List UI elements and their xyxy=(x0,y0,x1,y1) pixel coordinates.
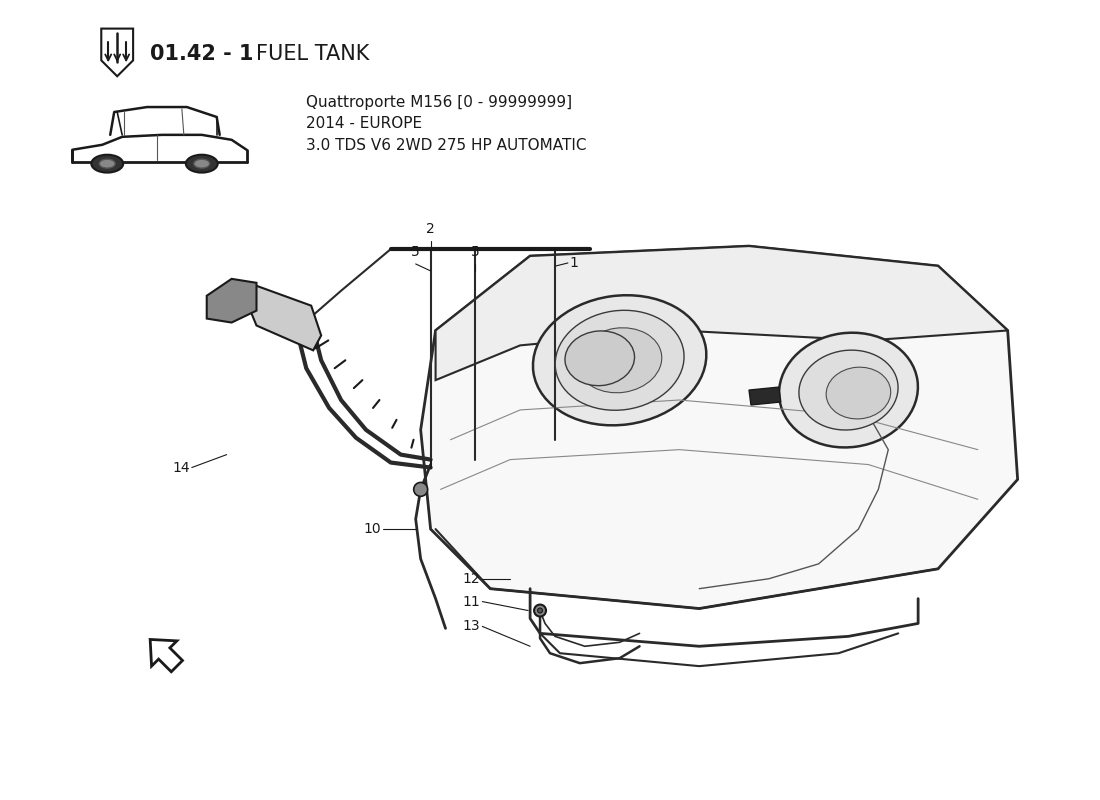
Ellipse shape xyxy=(565,331,635,386)
Ellipse shape xyxy=(535,605,546,617)
Text: 12: 12 xyxy=(463,572,481,586)
Text: 5: 5 xyxy=(471,245,480,259)
Polygon shape xyxy=(250,286,321,350)
Ellipse shape xyxy=(556,310,684,410)
Polygon shape xyxy=(101,29,133,76)
Text: 11: 11 xyxy=(463,594,481,609)
Ellipse shape xyxy=(91,154,123,173)
Text: 5: 5 xyxy=(411,245,420,259)
Text: 3.0 TDS V6 2WD 275 HP AUTOMATIC: 3.0 TDS V6 2WD 275 HP AUTOMATIC xyxy=(306,138,586,154)
Ellipse shape xyxy=(99,159,116,168)
Ellipse shape xyxy=(186,154,218,173)
Polygon shape xyxy=(207,279,256,322)
Polygon shape xyxy=(420,246,1018,609)
Text: FUEL TANK: FUEL TANK xyxy=(256,45,370,65)
Polygon shape xyxy=(151,639,183,672)
Ellipse shape xyxy=(414,482,428,496)
Ellipse shape xyxy=(538,608,542,613)
Text: 2014 - EUROPE: 2014 - EUROPE xyxy=(306,117,422,131)
Ellipse shape xyxy=(578,328,662,393)
Ellipse shape xyxy=(534,295,706,426)
Ellipse shape xyxy=(826,367,891,419)
Text: 2: 2 xyxy=(426,222,434,236)
Text: 14: 14 xyxy=(173,461,190,474)
Text: 1: 1 xyxy=(570,256,579,270)
Text: 10: 10 xyxy=(363,522,381,536)
Text: Quattroporte M156 [0 - 99999999]: Quattroporte M156 [0 - 99999999] xyxy=(306,94,572,110)
Ellipse shape xyxy=(194,159,210,168)
Text: 13: 13 xyxy=(463,619,481,634)
Polygon shape xyxy=(749,387,781,405)
Text: 01.42 - 1: 01.42 - 1 xyxy=(150,45,253,65)
Polygon shape xyxy=(436,246,1008,380)
Ellipse shape xyxy=(799,350,898,430)
Ellipse shape xyxy=(779,333,917,447)
